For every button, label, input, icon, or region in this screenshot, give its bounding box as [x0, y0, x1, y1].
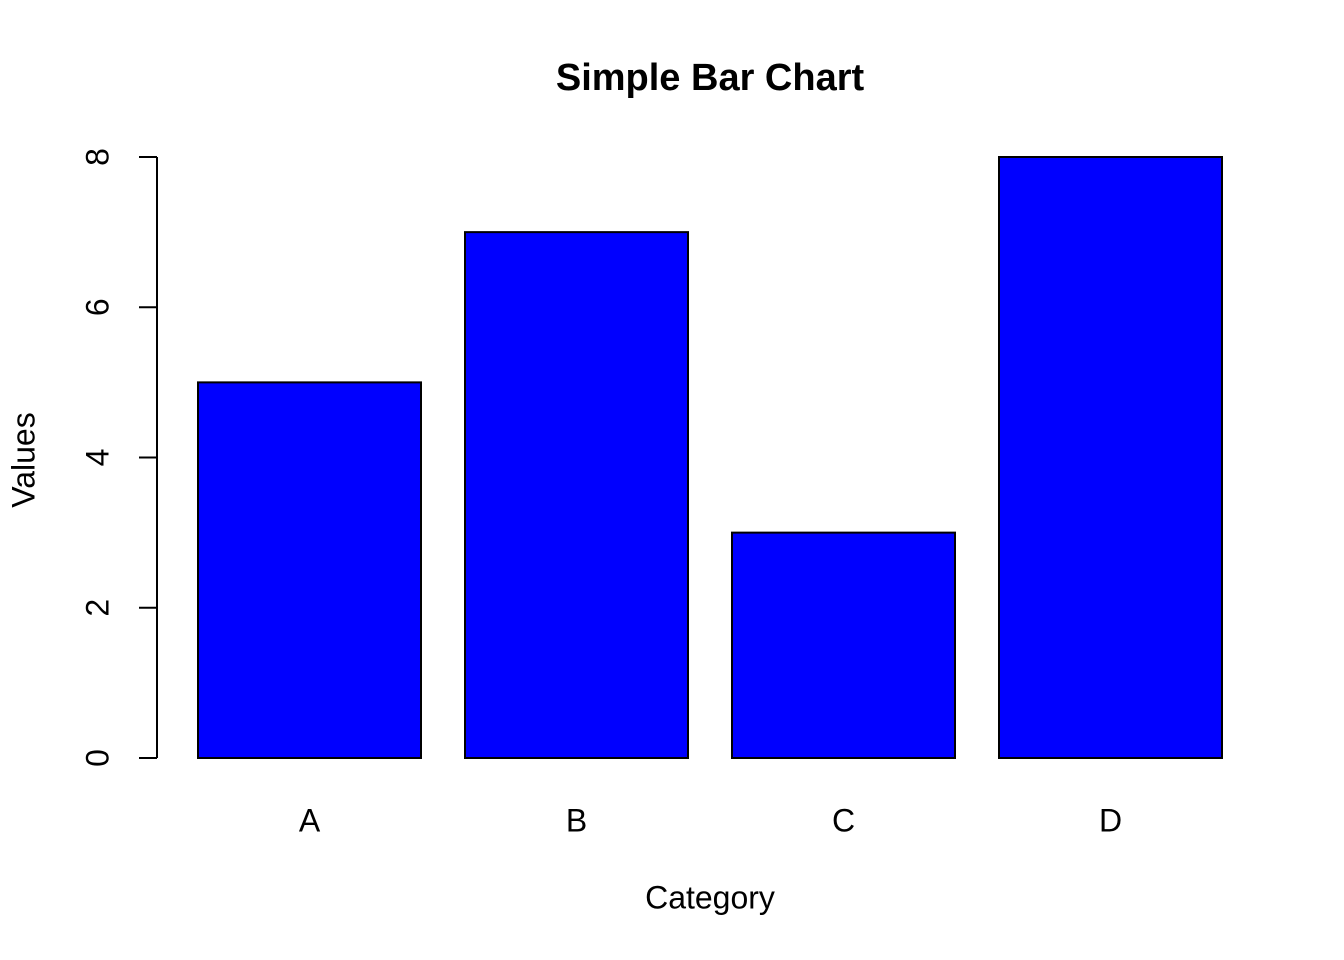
- y-tick-label: 0: [79, 749, 115, 767]
- x-tick-label: D: [1099, 802, 1122, 838]
- bar-D: [998, 156, 1223, 759]
- x-tick-label: A: [299, 802, 321, 838]
- bars-group: [197, 156, 1223, 759]
- y-axis: 0 2 4 6 8: [79, 148, 158, 767]
- chart-title: Simple Bar Chart: [556, 57, 865, 99]
- y-axis-label: Values: [5, 412, 41, 507]
- y-tick-label: 8: [79, 148, 115, 166]
- x-axis-label: Category: [645, 879, 775, 915]
- y-tick-label: 4: [79, 449, 115, 467]
- y-tick-label: 2: [79, 599, 115, 617]
- x-tick-label: B: [566, 802, 587, 838]
- y-tick-label: 6: [79, 298, 115, 316]
- bar-B: [464, 231, 689, 759]
- x-tick-labels: A B C D: [299, 802, 1122, 838]
- bar-C: [731, 531, 956, 759]
- bar-A: [197, 381, 422, 759]
- x-tick-label: C: [832, 802, 855, 838]
